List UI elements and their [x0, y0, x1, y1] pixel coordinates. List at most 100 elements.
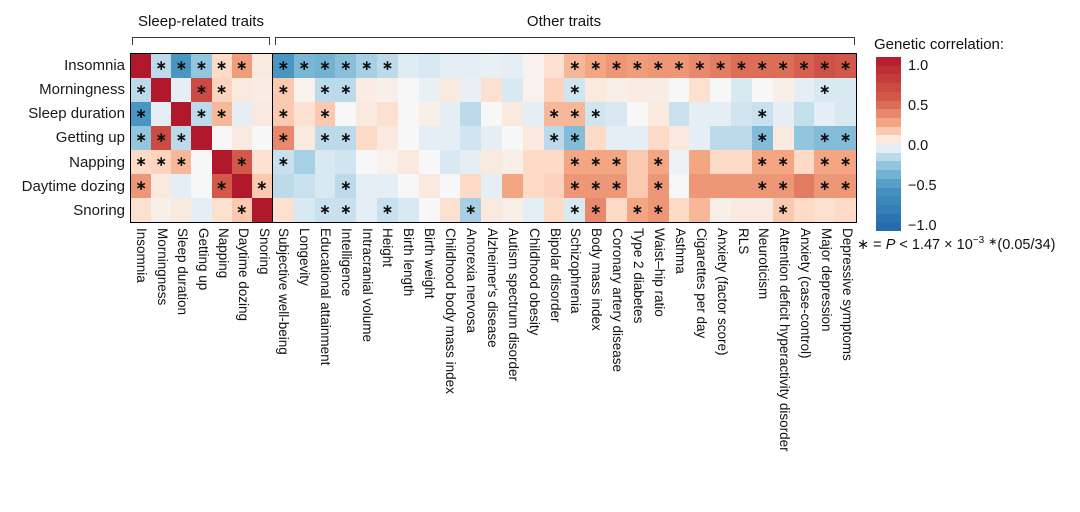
column-label: Birth weight — [422, 228, 438, 299]
heatmap-cell — [251, 150, 272, 174]
heatmap-cell — [689, 174, 711, 198]
significance-star: ∗ — [569, 201, 581, 217]
heatmap-cell — [481, 54, 503, 78]
legend-color-step — [876, 117, 901, 127]
column-label: Getting up — [195, 228, 211, 291]
annotation-star: ∗ — [857, 237, 870, 253]
heatmap-cell: ∗ — [171, 126, 192, 150]
sleep-traits-heatmap-block: ∗ ∗ ∗ ∗ ∗ ∗ ∗ ∗ ∗ ∗ ∗ ∗ ∗ ∗ ∗ ∗ ∗ ∗ ∗ ∗ ∗ ∗ — [130, 53, 273, 223]
heatmap-cell — [191, 126, 212, 150]
heatmap-cell — [293, 198, 315, 222]
heatmap-cell — [460, 78, 482, 102]
heatmap-cell — [522, 198, 544, 222]
heatmap-cell — [606, 198, 627, 222]
heatmap-cell: ∗ — [668, 54, 690, 78]
heatmap-cell — [710, 78, 732, 102]
annotation-star2: ∗ — [988, 236, 998, 248]
heatmap-cell — [460, 126, 482, 150]
column-label: Depressive symptoms — [840, 228, 856, 361]
heatmap-cell — [418, 150, 440, 174]
significance-star: ∗ — [135, 105, 147, 121]
heatmap-cell: ∗ — [814, 150, 836, 174]
legend-color-step — [876, 187, 901, 197]
significance-star: ∗ — [631, 57, 644, 73]
column-label: Childhood obesity — [526, 228, 542, 336]
significance-star: ∗ — [652, 57, 665, 73]
heatmap-cell — [231, 126, 252, 150]
heatmap-cell: ∗ — [564, 198, 586, 222]
significance-star: ∗ — [756, 105, 769, 121]
column-label: Birth length — [401, 228, 417, 297]
column-label: Daytime dozing — [236, 228, 252, 322]
significance-star: ∗ — [589, 153, 602, 169]
heatmap-cell — [731, 126, 752, 150]
heatmap-cell — [191, 198, 212, 222]
heatmap-cell: ∗ — [543, 102, 565, 126]
legend-color-step — [876, 152, 901, 162]
heatmap-cell — [314, 150, 336, 174]
heatmap-cell — [356, 198, 378, 222]
other-traits-heatmap-block: ∗ ∗ ∗ ∗ ∗ ∗ ∗ ∗ ∗ ∗ ∗ ∗ ∗ ∗ ∗ ∗ ∗ ∗ ∗ ∗ ∗ ∗ ∗ ∗ ∗ ∗ ∗ ∗ ∗ ∗ ∗ ∗ ∗ ∗ ∗ ∗ ∗ ∗ ∗ ∗… — [272, 53, 857, 223]
heatmap-cell — [251, 102, 272, 126]
heatmap-cell — [502, 102, 523, 126]
significance-star: ∗ — [777, 153, 789, 169]
legend-tick-label: 0.0 — [908, 138, 929, 154]
heatmap-cell — [502, 150, 523, 174]
heatmap-cell: ∗ — [211, 102, 232, 126]
heatmap-cell: ∗ — [211, 54, 232, 78]
heatmap-cell: ∗ — [314, 198, 336, 222]
heatmap-cell — [151, 78, 172, 102]
heatmap-cell: ∗ — [835, 54, 856, 78]
significance-star: ∗ — [777, 57, 789, 73]
heatmap-cell: ∗ — [647, 54, 669, 78]
column-label: Bipolar disorder — [547, 228, 563, 323]
heatmap-cell — [418, 126, 440, 150]
significance-star: ∗ — [135, 81, 147, 97]
heatmap-cell: ∗ — [314, 126, 336, 150]
heatmap-cell — [418, 198, 440, 222]
heatmap-cell — [710, 102, 732, 126]
heatmap-cell — [502, 126, 523, 150]
heatmap-cell: ∗ — [171, 150, 192, 174]
column-label: Cigarettes per day — [693, 228, 709, 339]
significance-star: ∗ — [215, 57, 228, 73]
heatmap-cell: ∗ — [564, 174, 586, 198]
heatmap-cell — [251, 54, 272, 78]
significance-star: ∗ — [756, 153, 769, 169]
heatmap-cell: ∗ — [131, 174, 152, 198]
heatmap-cell: ∗ — [377, 198, 398, 222]
significance-star: ∗ — [735, 57, 748, 73]
heatmap-cell — [522, 78, 544, 102]
heatmap-cell — [439, 102, 461, 126]
heatmap-cell — [211, 126, 232, 150]
heatmap-cell — [251, 78, 272, 102]
row-label: Getting up — [55, 129, 125, 147]
heatmap-cell: ∗ — [814, 54, 836, 78]
heatmap-cell — [668, 102, 690, 126]
heatmap-cell: ∗ — [335, 78, 357, 102]
column-label: RLS — [735, 228, 751, 255]
legend-color-step — [876, 196, 901, 205]
heatmap-cell — [481, 126, 503, 150]
heatmap-cell — [481, 78, 503, 102]
significance-star: ∗ — [319, 129, 331, 145]
heatmap-cell — [273, 198, 294, 222]
significance-star: ∗ — [215, 105, 228, 121]
heatmap-cell: ∗ — [751, 102, 773, 126]
heatmap-cell: ∗ — [231, 198, 252, 222]
heatmap-cell — [668, 78, 690, 102]
heatmap-cell: ∗ — [335, 198, 357, 222]
legend-tick-label: 0.5 — [908, 98, 929, 114]
column-label: Attention deficit hyperactivity disorder — [777, 228, 793, 452]
column-label: Schizophrenia — [568, 228, 584, 314]
heatmap-cell: ∗ — [835, 126, 856, 150]
heatmap-cell: ∗ — [131, 126, 152, 150]
row-label: Insomnia — [64, 56, 125, 74]
column-label: Autism spectrum disorder — [505, 228, 521, 382]
heatmap-cell — [793, 102, 815, 126]
heatmap-cell — [191, 150, 212, 174]
heatmap-cell: ∗ — [314, 78, 336, 102]
heatmap-cell: ∗ — [751, 54, 773, 78]
heatmap-cell — [335, 150, 357, 174]
